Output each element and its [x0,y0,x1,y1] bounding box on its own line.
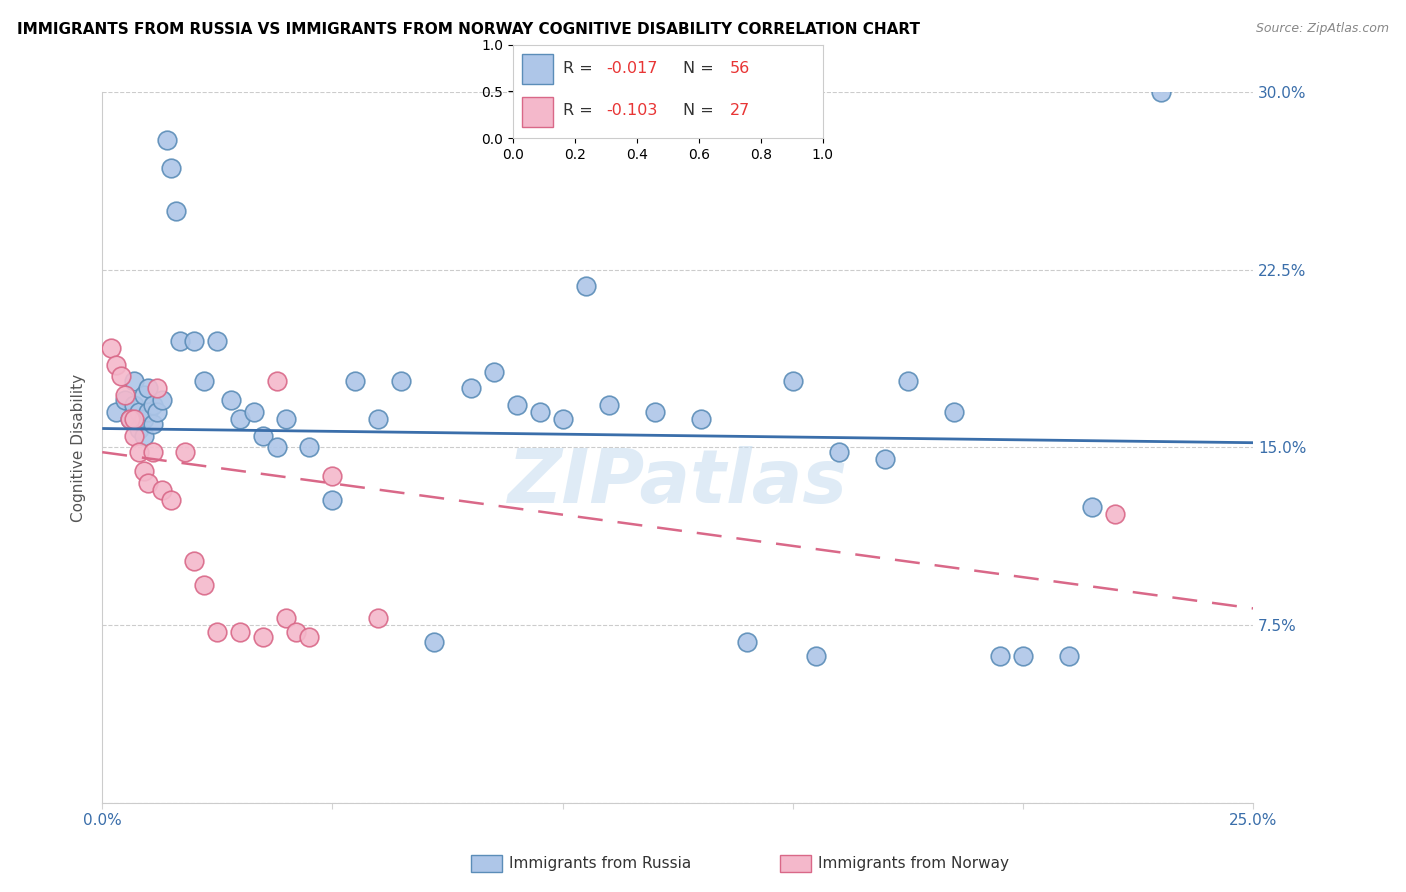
Point [118,412,141,426]
Point [100,341,122,355]
Point [252,428,274,442]
Point [252,630,274,644]
Point [266,441,288,455]
Point [782,374,804,388]
Point [598,398,620,412]
Bar [523,97,554,127]
Point [118,412,141,426]
Point [321,468,343,483]
Point [391,374,413,388]
Text: IMMIGRANTS FROM RUSSIA VS IMMIGRANTS FROM NORWAY COGNITIVE DISABILITY CORRELATIO: IMMIGRANTS FROM RUSSIA VS IMMIGRANTS FRO… [17,22,920,37]
Point [804,648,827,663]
Point [276,412,298,426]
Point [229,625,252,640]
Text: Source: ZipAtlas.com: Source: ZipAtlas.com [1256,22,1389,36]
Point [183,334,205,348]
Text: N =: N = [683,103,720,118]
Point [422,634,444,648]
Point [298,441,321,455]
Text: Immigrants from Russia: Immigrants from Russia [509,856,692,871]
Point [146,405,169,419]
Point [321,492,343,507]
Point [128,445,150,459]
Point [551,412,574,426]
Text: R =: R = [562,61,598,76]
Point [132,388,155,402]
Text: N =: N = [683,61,720,76]
Point [460,381,482,395]
Point [132,464,155,478]
Point [367,611,389,625]
Bar [523,54,554,84]
Text: -0.017: -0.017 [606,61,658,76]
Point [114,388,136,402]
Point [156,133,179,147]
Point [136,381,159,395]
Point [142,417,165,431]
Point [142,398,165,412]
Point [897,374,920,388]
Point [110,369,132,384]
Point [943,405,966,419]
Point [146,381,169,395]
Text: ZIPatlas: ZIPatlas [508,447,848,519]
Y-axis label: Cognitive Disability: Cognitive Disability [72,374,86,522]
Point [207,625,229,640]
Point [1150,86,1173,100]
Point [193,578,215,592]
Point [160,161,183,175]
Point [735,634,758,648]
Point [193,374,215,388]
Point [689,412,711,426]
Point [132,412,155,426]
Point [105,358,128,372]
Point [828,445,851,459]
Point [482,365,505,379]
Point [266,374,288,388]
Point [105,405,128,419]
Point [132,428,155,442]
Text: -0.103: -0.103 [606,103,658,118]
Point [873,452,896,467]
Point [575,279,598,293]
Point [136,405,159,419]
Text: 56: 56 [730,61,749,76]
Point [150,393,173,408]
Point [174,445,197,459]
Point [284,625,307,640]
Point [160,492,183,507]
Point [169,334,191,348]
Point [124,412,146,426]
Point [243,405,266,419]
Point [344,374,367,388]
Point [529,405,551,419]
Point [124,374,146,388]
Point [229,412,252,426]
Point [505,398,527,412]
Text: 27: 27 [730,103,749,118]
Point [128,421,150,435]
Point [1012,648,1035,663]
Point [1104,507,1126,521]
Point [128,405,150,419]
Point [136,475,159,490]
Point [298,630,321,644]
Point [124,428,146,442]
Point [367,412,389,426]
Point [142,445,165,459]
Point [219,393,242,408]
Point [1081,500,1104,514]
Point [1057,648,1080,663]
Point [150,483,173,497]
Point [207,334,229,348]
Text: Immigrants from Norway: Immigrants from Norway [818,856,1010,871]
Point [165,203,187,218]
Point [988,648,1011,663]
Point [124,398,146,412]
Point [276,611,298,625]
Text: R =: R = [562,103,598,118]
Point [644,405,666,419]
Point [183,554,205,568]
Point [114,393,136,408]
